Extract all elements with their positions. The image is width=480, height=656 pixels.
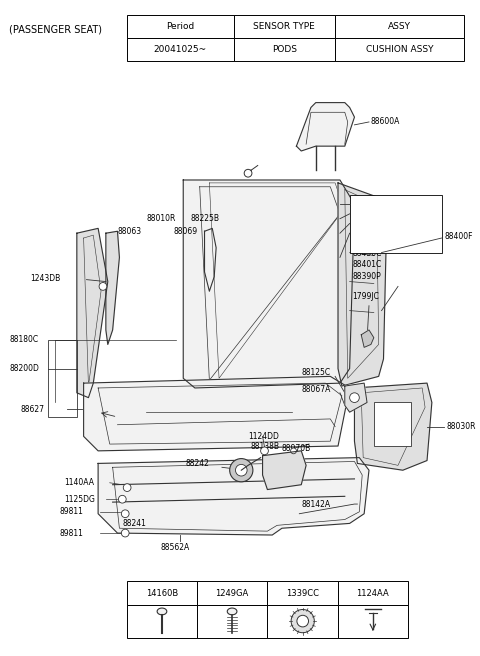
Text: 88030R: 88030R (446, 422, 476, 431)
Text: 88390P: 88390P (352, 272, 381, 281)
Text: 1799JC: 1799JC (352, 291, 379, 300)
Text: 88225B: 88225B (190, 215, 219, 223)
Text: 1124AA: 1124AA (357, 588, 389, 598)
Text: 88380C: 88380C (352, 228, 382, 237)
Text: Period: Period (166, 22, 194, 31)
Polygon shape (98, 458, 369, 535)
Bar (338, 581, 408, 605)
Bar (338, 605, 408, 638)
Bar (127, 605, 197, 638)
Bar (335, 14, 464, 38)
Text: 88610: 88610 (352, 207, 376, 215)
Circle shape (119, 495, 126, 503)
Bar (127, 38, 234, 61)
Circle shape (121, 529, 129, 537)
Text: 88627: 88627 (352, 217, 376, 226)
Polygon shape (204, 228, 216, 291)
Circle shape (261, 447, 268, 455)
Bar (267, 581, 338, 605)
Bar (234, 14, 335, 38)
Text: 88400F: 88400F (444, 232, 473, 241)
Polygon shape (106, 232, 120, 344)
Circle shape (297, 615, 309, 627)
Circle shape (244, 169, 252, 177)
Text: 1125DG: 1125DG (64, 495, 95, 504)
Polygon shape (297, 102, 354, 151)
Text: 88401C: 88401C (352, 260, 382, 269)
Circle shape (121, 510, 129, 518)
Polygon shape (84, 377, 349, 451)
Circle shape (290, 448, 297, 454)
Text: 88138B: 88138B (251, 441, 280, 451)
Text: SENSOR TYPE: SENSOR TYPE (253, 22, 315, 31)
Text: 88125C: 88125C (301, 368, 330, 377)
Text: 1249GA: 1249GA (216, 588, 249, 598)
Text: 1124DD: 1124DD (248, 432, 279, 441)
Text: 88142A: 88142A (301, 500, 330, 508)
Text: 88180C: 88180C (9, 335, 38, 344)
Circle shape (349, 393, 360, 403)
Polygon shape (345, 383, 367, 412)
Text: 88970B: 88970B (282, 444, 311, 453)
Text: 88242: 88242 (185, 459, 209, 468)
Polygon shape (354, 383, 432, 470)
Polygon shape (183, 180, 354, 388)
Bar (335, 38, 464, 61)
Ellipse shape (227, 608, 237, 615)
Circle shape (230, 459, 253, 482)
Text: CUSHION ASSY: CUSHION ASSY (366, 45, 433, 54)
Circle shape (291, 609, 314, 632)
Text: 88562A: 88562A (161, 543, 190, 552)
Bar (48, 340, 77, 417)
Bar (197, 605, 267, 638)
Polygon shape (338, 183, 386, 386)
Text: 14160B: 14160B (146, 588, 178, 598)
Ellipse shape (157, 608, 167, 615)
Bar (197, 581, 267, 605)
Text: 89811: 89811 (60, 507, 84, 516)
Polygon shape (77, 228, 108, 398)
Bar (127, 581, 197, 605)
Text: 88627: 88627 (21, 405, 45, 414)
Circle shape (236, 464, 247, 476)
Bar (127, 14, 234, 38)
Bar (349, 195, 442, 253)
Polygon shape (361, 330, 374, 347)
Text: 88063: 88063 (118, 227, 142, 236)
Text: 1339CC: 1339CC (286, 588, 319, 598)
Circle shape (123, 483, 131, 491)
Bar (234, 38, 335, 61)
Text: (PASSENGER SEAT): (PASSENGER SEAT) (9, 24, 102, 34)
Text: ASSY: ASSY (388, 22, 411, 31)
Text: 89811: 89811 (60, 529, 84, 537)
Text: 88200D: 88200D (9, 364, 39, 373)
Text: 88610C: 88610C (352, 195, 382, 205)
Text: 88241: 88241 (122, 519, 146, 528)
Polygon shape (263, 451, 306, 489)
Text: 20041025~: 20041025~ (154, 45, 207, 54)
Text: 88067A: 88067A (301, 386, 331, 394)
Text: 88069: 88069 (174, 227, 198, 236)
Text: 88010R: 88010R (146, 215, 176, 223)
Text: 1243DB: 1243DB (30, 274, 60, 283)
Bar (267, 605, 338, 638)
Text: 88600A: 88600A (371, 117, 400, 127)
Text: 1140AA: 1140AA (64, 478, 94, 487)
Text: 88450C: 88450C (352, 249, 382, 258)
Text: 88390K: 88390K (352, 238, 382, 247)
Circle shape (99, 283, 107, 290)
Bar (374, 403, 410, 446)
Text: PODS: PODS (272, 45, 297, 54)
